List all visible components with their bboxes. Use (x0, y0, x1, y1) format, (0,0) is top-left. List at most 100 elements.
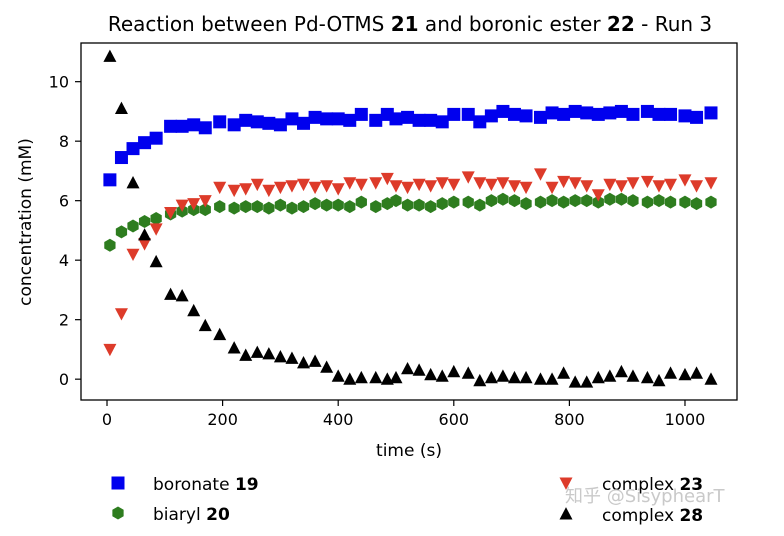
boronate-19-point (308, 110, 322, 124)
y-tick-label: 10 (49, 73, 69, 92)
data-markers (103, 49, 718, 388)
biaryl-20-point (321, 198, 333, 212)
boronate-19-point (614, 104, 628, 118)
complex-28-point (603, 369, 617, 382)
complex-28-point (103, 49, 117, 62)
complex-28-point (435, 369, 449, 382)
biaryl-20-point (546, 194, 558, 208)
complex-23-point (412, 178, 426, 192)
complex-23-point (198, 195, 212, 208)
complex-28-point (138, 228, 152, 241)
biaryl-20-point (581, 194, 593, 208)
biaryl-20-point (627, 194, 639, 208)
biaryl-20-point (462, 195, 474, 209)
complex-28-point (187, 303, 201, 317)
biaryl-20-point (263, 201, 275, 215)
complex-23-point (557, 175, 571, 189)
complex-23-point (652, 180, 666, 193)
complex-23-point (704, 177, 718, 190)
complex-28-point (175, 289, 189, 302)
biaryl-20-point (214, 200, 226, 214)
boronate-19-point (369, 113, 383, 127)
complex-28-point (149, 254, 163, 268)
boronate-19-point (496, 104, 510, 118)
complex-28-point (114, 101, 128, 114)
boronate-19-point (401, 110, 415, 124)
y-tick-label: 6 (59, 192, 69, 211)
complex-28-point (343, 372, 357, 385)
complex-23-point (369, 177, 383, 190)
complex-23-point (149, 223, 163, 236)
complex-28-point (297, 355, 311, 369)
complex-28-point (412, 363, 426, 376)
biaryl-20-point (520, 197, 532, 211)
biaryl-20-point (390, 194, 402, 208)
boronate-19-point (704, 106, 718, 120)
y-tick-label: 0 (59, 370, 69, 389)
chart-title: Reaction between Pd-OTMS 21 and boronic … (108, 12, 712, 36)
complex-28-point (557, 366, 571, 379)
boronate-19-point (187, 118, 201, 132)
complex-23-point (435, 177, 449, 190)
biaryl-20-point (664, 195, 677, 209)
complex-28-point (198, 318, 212, 332)
biaryl-20-point (199, 203, 211, 217)
biaryl-20-point (370, 200, 382, 214)
biaryl-20-point (425, 200, 437, 214)
boronate-19-point (580, 106, 594, 120)
complex-28-point (331, 369, 345, 382)
complex-23-point (640, 175, 654, 189)
biaryl-20-point (401, 198, 414, 212)
title-bold-21: 21 (391, 12, 419, 36)
biaryl-20-point (653, 194, 665, 208)
complex-28-point (461, 366, 475, 379)
complex-28-point (626, 369, 640, 382)
complex-23-point (126, 248, 140, 262)
boronate-19-point (412, 113, 426, 127)
x-axis-label: time (s) (376, 441, 442, 461)
boronate-19-point (198, 121, 212, 135)
boronate-19-point (484, 109, 498, 123)
complex-23-point (690, 180, 704, 193)
title-bold-22: 22 (607, 12, 635, 36)
y-tick-label: 8 (59, 132, 69, 151)
complex-28-point (568, 375, 582, 388)
boronate-19-point (320, 112, 334, 126)
complex-28-point (250, 345, 264, 358)
biaryl-20-point (615, 192, 628, 206)
complex-23-point (568, 177, 582, 190)
boronate-19-point (435, 115, 449, 129)
boronate-19-point (626, 107, 640, 121)
complex-28-point (664, 366, 678, 379)
complex-23-point (614, 180, 628, 193)
complex-23-point (262, 184, 276, 198)
boronate-19-point (461, 107, 475, 121)
biaryl-20-point (240, 200, 252, 214)
complex-28-point (640, 370, 654, 384)
boronate-19-point (519, 109, 533, 123)
y-axis-ticks: 0 2 4 6 8 10 (49, 73, 81, 389)
legend-boronate-19-marker (111, 476, 125, 490)
complex-23-point (664, 178, 678, 192)
legend-complex-28-label: complex 28 (602, 506, 703, 526)
biaryl-20-point (115, 225, 128, 239)
complex-28-point (164, 287, 178, 300)
complex-28-point (401, 361, 415, 375)
complex-28-point (614, 364, 628, 378)
boronate-19-point (138, 136, 152, 150)
boronate-19-point (533, 110, 547, 124)
boronate-19-point (507, 107, 521, 121)
boronate-19-point (239, 113, 253, 127)
boronate-19-point (343, 113, 357, 127)
complex-28-point (126, 176, 140, 189)
complex-28-point (424, 367, 438, 381)
boronate-19-point (331, 112, 345, 126)
complex-28-point (285, 351, 299, 364)
complex-28-point (704, 372, 718, 385)
boronate-19-point (297, 116, 311, 130)
boronate-19-point (149, 131, 163, 145)
complex-23-point (626, 177, 640, 190)
x-tick-label: 0 (102, 410, 112, 429)
complex-23-point (285, 180, 299, 193)
